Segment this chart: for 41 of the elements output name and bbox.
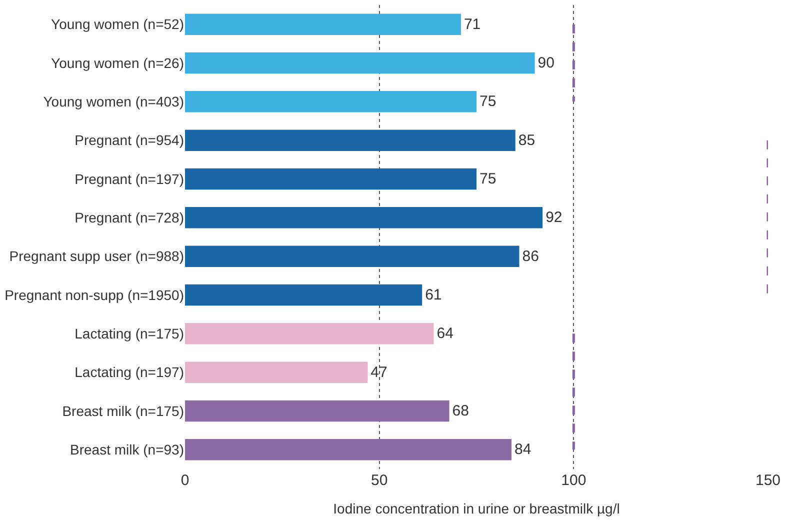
x-tick-label: 0 [180,472,190,489]
bar [185,439,512,460]
bar [185,400,450,422]
y-tick-label: Pregnant (n=954) [74,132,184,148]
data-label: 75 [480,93,496,110]
bar [185,246,520,267]
y-tick-label: Breast milk (n=93) [70,442,184,458]
x-tick-label: 50 [370,472,388,489]
y-tick-label: Young women (n=26) [51,54,184,71]
y-tick-label: Lactating (n=197) [74,364,184,380]
bar [185,362,368,383]
data-label: 85 [518,132,536,149]
y-tick-label: Breast milk (n=175) [62,402,184,419]
data-label: 90 [538,54,554,72]
x-tick-label: 150 [755,472,781,489]
data-label: 47 [370,364,388,381]
bar [185,168,476,190]
data-label: 92 [546,209,562,226]
data-label: 68 [452,402,469,420]
y-tick-label: Young women (n=403) [43,94,184,110]
y-tick-label: Pregnant supp user (n=988) [9,248,184,264]
bar [185,323,434,344]
bar [185,284,422,306]
data-label: 75 [480,170,496,188]
y-tick-label: Young women (n=52) [51,16,184,32]
bar [185,91,476,112]
data-label: 84 [514,441,532,458]
bar [185,130,516,151]
data-label: 86 [522,248,539,265]
data-label: 71 [464,16,481,33]
data-label: 64 [436,325,454,342]
data-label: 61 [425,286,442,304]
y-tick-label: Pregnant (n=197) [74,170,184,187]
x-axis-title: Iodine concentration in urine or breastmilk µg/l [333,500,620,516]
y-tick-label: Pregnant (n=728) [74,210,184,226]
y-tick-label: Lactating (n=175) [74,326,184,342]
bar [185,207,543,228]
y-tick-label: Pregnant non-supp (n=1950) [4,286,184,303]
bar [185,14,461,35]
x-tick-label: 100 [561,472,586,489]
bar [185,52,535,74]
